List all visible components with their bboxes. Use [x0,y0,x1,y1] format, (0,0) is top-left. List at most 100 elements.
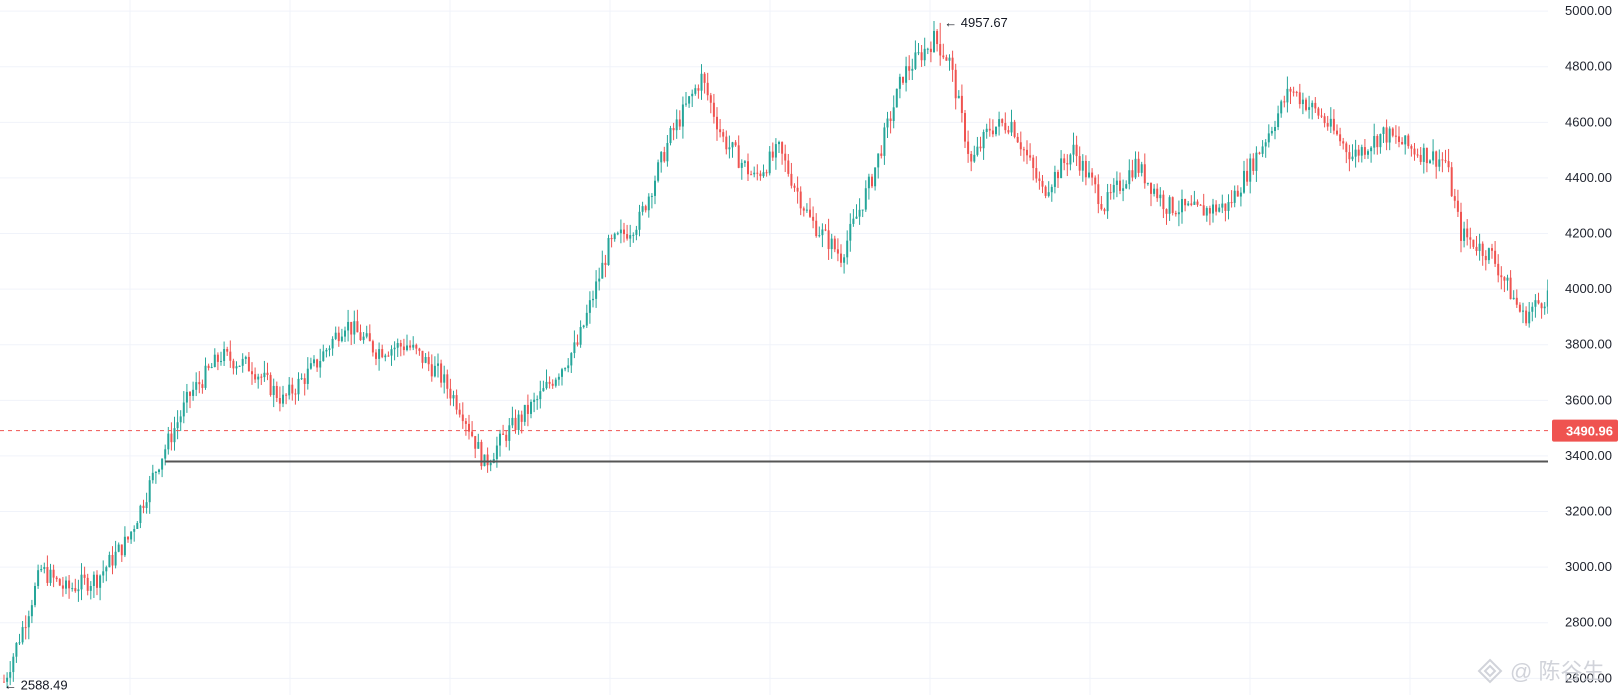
candle[interactable] [30,599,33,624]
candle[interactable] [347,309,350,342]
candle[interactable] [495,436,498,468]
candle[interactable] [1097,174,1100,214]
candle[interactable] [802,206,805,217]
candle[interactable] [796,176,799,204]
candle[interactable] [1081,154,1084,182]
candle[interactable] [96,570,98,596]
candle[interactable] [1063,153,1066,171]
candle[interactable] [1398,126,1400,148]
candle[interactable] [697,84,700,99]
candle[interactable] [669,125,672,146]
candle[interactable] [920,44,923,67]
candle[interactable] [387,351,390,357]
candle[interactable] [995,126,997,137]
candle[interactable] [843,254,846,274]
candle[interactable] [567,358,570,373]
candle[interactable] [626,224,629,241]
candle[interactable] [1385,119,1388,151]
candle[interactable] [213,348,216,368]
candle[interactable] [1469,227,1472,249]
candle[interactable] [1239,187,1242,207]
candle[interactable] [92,571,95,598]
candle[interactable] [905,56,908,92]
candle[interactable] [1447,148,1450,173]
candle[interactable] [1308,95,1311,119]
candle[interactable] [1450,162,1453,197]
candle[interactable] [263,360,266,382]
candle[interactable] [610,234,613,248]
candle[interactable] [1339,127,1342,146]
candle[interactable] [251,362,253,385]
candle[interactable] [1156,183,1159,202]
candle[interactable] [71,582,74,592]
candle[interactable] [223,341,226,366]
candle[interactable] [1305,97,1307,112]
candle[interactable] [784,144,787,172]
candle[interactable] [836,238,839,262]
candle[interactable] [960,84,963,123]
candle[interactable] [595,270,598,308]
candle[interactable] [1522,302,1524,324]
candle[interactable] [365,325,368,339]
candle[interactable] [539,380,542,409]
candle[interactable] [185,383,188,413]
candle[interactable] [337,326,340,347]
candle[interactable] [1292,86,1295,97]
candle[interactable] [334,326,337,341]
candle[interactable] [1267,124,1270,148]
candle[interactable] [570,352,573,373]
candle[interactable] [1230,190,1233,208]
candle[interactable] [6,672,9,689]
candle[interactable] [1525,306,1528,326]
candle[interactable] [650,193,653,209]
candle[interactable] [65,576,67,595]
candle[interactable] [923,37,926,67]
candle[interactable] [266,362,269,381]
candle[interactable] [151,464,154,484]
candle[interactable] [176,410,179,440]
candle[interactable] [821,223,824,248]
candle[interactable] [1497,254,1500,283]
candle[interactable] [272,378,275,408]
candle[interactable] [1236,185,1239,197]
candle[interactable] [1125,180,1128,190]
candle[interactable] [1394,125,1397,144]
candle[interactable] [1503,276,1506,293]
candle[interactable] [771,142,774,161]
candle[interactable] [957,90,960,99]
candle[interactable] [1106,183,1109,219]
candle[interactable] [1047,181,1050,198]
candle[interactable] [1528,301,1531,328]
candle[interactable] [424,353,427,364]
candle[interactable] [1010,109,1013,137]
candle[interactable] [449,378,452,406]
candle[interactable] [80,563,83,601]
candle[interactable] [1072,132,1075,163]
candle[interactable] [375,349,377,366]
candle[interactable] [1373,123,1376,155]
candle[interactable] [750,170,753,176]
candle[interactable] [1435,150,1438,179]
candle[interactable] [1453,188,1456,209]
candle[interactable] [514,409,517,434]
candle[interactable] [849,213,852,252]
candle[interactable] [964,109,966,148]
candle[interactable] [1044,185,1047,199]
candle[interactable] [154,471,157,484]
candle[interactable] [1326,115,1329,131]
candle[interactable] [1215,200,1218,216]
candle[interactable] [1472,239,1475,249]
candle[interactable] [1084,155,1087,186]
candle[interactable] [319,348,322,378]
candle[interactable] [1057,169,1059,188]
candle[interactable] [778,140,780,153]
candle[interactable] [1029,143,1032,161]
candle[interactable] [161,458,164,478]
candle[interactable] [390,345,393,366]
candle[interactable] [192,381,195,401]
candle[interactable] [58,577,61,587]
candle[interactable] [306,357,309,390]
candle[interactable] [520,410,523,434]
candle[interactable] [827,218,830,260]
candle[interactable] [1481,241,1484,266]
